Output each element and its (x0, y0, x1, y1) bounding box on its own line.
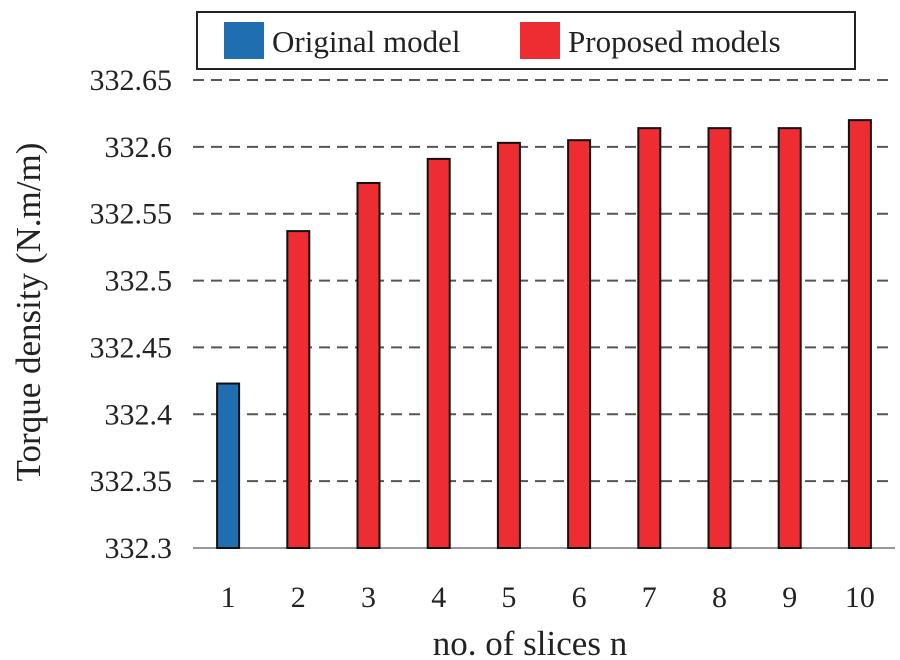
y-tick-label: 332.65 (90, 64, 173, 97)
x-tick-label: 3 (361, 581, 376, 614)
y-tick-label: 332.4 (105, 398, 173, 431)
x-tick-label: 7 (642, 581, 657, 614)
y-tick-label: 332.45 (90, 331, 173, 364)
bar-proposed-3 (356, 181, 381, 550)
bar-original-1 (216, 382, 241, 549)
legend-label-original: Original model (272, 24, 461, 59)
x-tick-label: 8 (712, 581, 727, 614)
legend-swatch-proposed (520, 22, 560, 59)
x-tick-label: 1 (221, 581, 236, 614)
legend-swatch-original (224, 22, 264, 59)
y-tick-label: 332.6 (105, 131, 173, 164)
y-tick-labels: 332.3 332.35 332.4 332.45 332.5 332.55 332.6 33… (90, 64, 173, 565)
x-tick-label: 5 (501, 581, 516, 614)
y-tick-label: 332.5 (105, 265, 173, 298)
x-tick-label: 10 (845, 581, 875, 614)
legend-label-proposed: Proposed models (568, 24, 781, 59)
bar-proposed-5 (496, 141, 521, 550)
x-axis-title: no. of slices n (433, 624, 627, 660)
x-tick-label: 4 (431, 581, 446, 614)
x-tick-label: 6 (572, 581, 587, 614)
bar-proposed-9 (777, 127, 802, 549)
x-tick-labels: 1 2 3 4 5 6 7 8 9 10 (221, 581, 875, 614)
bar-proposed-10 (847, 119, 872, 549)
y-tick-label: 332.55 (90, 198, 173, 231)
x-tick-label: 2 (291, 581, 306, 614)
bar-proposed-2 (286, 230, 311, 549)
y-tick-label: 332.3 (105, 532, 173, 565)
bar-proposed-4 (426, 157, 451, 550)
y-tick-label: 332.35 (90, 465, 173, 498)
bars (216, 119, 872, 550)
legend: Original model Proposed models (196, 11, 856, 70)
bar-proposed-7 (637, 127, 662, 549)
y-axis-title: Torque density (N.m/m) (9, 143, 48, 482)
bar-proposed-8 (707, 127, 732, 549)
bar-proposed-6 (567, 139, 592, 550)
x-tick-label: 9 (782, 581, 797, 614)
